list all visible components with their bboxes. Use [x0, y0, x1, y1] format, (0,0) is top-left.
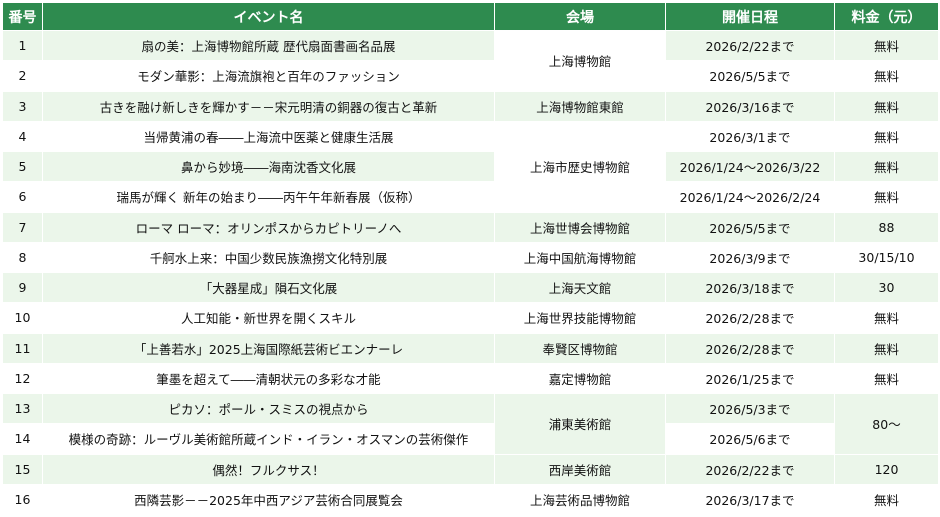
cell-dates: 2026/5/6まで	[665, 423, 835, 455]
cell-event: 模様の奇跡：ルーヴル美術館所蔵インド・イラン・オスマンの芸術傑作	[42, 423, 495, 455]
cell-dates: 2026/5/5まで	[665, 60, 835, 92]
table-row: 13 ピカソ：ポール・スミスの視点から 浦東美術館 2026/5/3まで 80～	[2, 392, 939, 455]
table-row: 10 人工知能・新世界を開くスキル 上海世界技能博物館 2026/2/28まで …	[2, 302, 939, 334]
cell-no: 1	[2, 29, 43, 62]
table-row: 3 古きを融け新しきを輝かす－－宋元明清の銅器の復古と革新 上海博物館東館 20…	[2, 90, 939, 122]
cell-no: 14	[2, 423, 43, 455]
cell-no: 12	[2, 362, 43, 395]
cell-venue: 浦東美術館	[494, 393, 666, 455]
header-event: イベント名	[42, 2, 495, 31]
cell-no: 15	[2, 453, 43, 485]
table-row: 11 「上善若水」2025上海国際紙芸術ビエンナーレ 奉賢区博物館 2026/2…	[2, 332, 939, 364]
table-row: 12 筆墨を超えて――清朝状元の多彩な才能 嘉定博物館 2026/1/25まで …	[2, 362, 939, 395]
cell-venue: 上海中国航海博物館	[494, 241, 666, 274]
cell-dates: 2026/3/1まで	[665, 120, 835, 153]
header-row: 番号 イベント名 会場 開催日程 料金（元）	[2, 2, 939, 31]
cell-fee: 80～	[834, 393, 939, 455]
cell-venue: 西岸美術館	[494, 453, 666, 485]
cell-fee: 無料	[834, 90, 939, 122]
cell-dates: 2026/3/17まで	[665, 483, 835, 516]
cell-event: ローマ ローマ：オリンポスからカピトリーノへ	[42, 211, 495, 243]
cell-event: 「上善若水」2025上海国際紙芸術ビエンナーレ	[42, 332, 495, 364]
table-row: 4 当帰黄浦の春――上海流中医薬と健康生活展 上海市歴史博物館 2026/3/1…	[2, 120, 939, 213]
table-row: 6 瑞馬が輝く 新年の始まり――丙午午年新春展（仮称） 2026/1/24～20…	[2, 181, 939, 213]
cell-dates: 2026/3/16まで	[665, 90, 835, 122]
cell-fee: 無料	[834, 60, 939, 92]
cell-event: 瑞馬が輝く 新年の始まり――丙午午年新春展（仮称）	[42, 181, 495, 213]
cell-fee: 無料	[834, 362, 939, 395]
cell-venue: 上海芸術品博物館	[494, 483, 666, 516]
table-row: 14 模様の奇跡：ルーヴル美術館所蔵インド・イラン・オスマンの芸術傑作 2026…	[2, 423, 939, 455]
cell-event: 人工知能・新世界を開くスキル	[42, 302, 495, 334]
cell-venue: 嘉定博物館	[494, 362, 666, 395]
cell-fee: 無料	[834, 302, 939, 334]
table-row: 8 千舸水上来：中国少数民族漁撈文化特別展 上海中国航海博物館 2026/3/9…	[2, 241, 939, 274]
cell-fee: 無料	[834, 181, 939, 213]
header-dates: 開催日程	[665, 2, 835, 31]
cell-venue: 上海博物館	[494, 30, 666, 92]
cell-event: 古きを融け新しきを輝かす－－宋元明清の銅器の復古と革新	[42, 90, 495, 122]
table-row: 9 「大器星成」隕石文化展 上海天文館 2026/3/18まで 30	[2, 271, 939, 304]
cell-fee: 88	[834, 211, 939, 243]
cell-event: ピカソ：ポール・スミスの視点から	[42, 392, 495, 425]
cell-dates: 2026/5/3まで	[665, 392, 835, 425]
cell-event: 「大器星成」隕石文化展	[42, 271, 495, 304]
cell-event: 偶然！フルクサス！	[42, 453, 495, 485]
cell-fee: 無料	[834, 29, 939, 62]
cell-fee: 無料	[834, 483, 939, 516]
cell-venue: 上海博物館東館	[494, 90, 666, 122]
cell-dates: 2026/1/25まで	[665, 362, 835, 395]
cell-fee: 30/15/10	[834, 241, 939, 274]
cell-no: 3	[2, 90, 43, 122]
cell-fee: 120	[834, 453, 939, 485]
cell-event: 西隣芸影－－2025年中西アジア芸術合同展覧会	[42, 483, 495, 516]
cell-fee: 30	[834, 271, 939, 304]
cell-dates: 2026/2/22まで	[665, 453, 835, 485]
cell-dates: 2026/3/18まで	[665, 271, 835, 304]
table-row: 1 扇の美：上海博物館所蔵 歴代扇面書画名品展 上海博物館 2026/2/22ま…	[2, 29, 939, 92]
header-venue: 会場	[494, 2, 666, 31]
table-row: 7 ローマ ローマ：オリンポスからカピトリーノへ 上海世博会博物館 2026/5…	[2, 211, 939, 243]
cell-fee: 無料	[834, 150, 939, 183]
cell-venue: 上海世界技能博物館	[494, 302, 666, 334]
cell-venue: 上海天文館	[494, 271, 666, 304]
cell-no: 8	[2, 241, 43, 274]
cell-event: 千舸水上来：中国少数民族漁撈文化特別展	[42, 241, 495, 274]
cell-no: 13	[2, 392, 43, 425]
cell-dates: 2026/1/24～2026/3/22	[665, 150, 835, 183]
cell-no: 16	[2, 483, 43, 516]
table-row: 2 モダン華影：上海流旗袍と百年のファッション 2026/5/5まで 無料	[2, 60, 939, 92]
header-fee: 料金（元）	[834, 2, 939, 31]
cell-no: 9	[2, 271, 43, 304]
cell-no: 4	[2, 120, 43, 153]
table-row: 15 偶然！フルクサス！ 西岸美術館 2026/2/22まで 120	[2, 453, 939, 485]
cell-dates: 2026/3/9まで	[665, 241, 835, 274]
cell-dates: 2026/2/22まで	[665, 29, 835, 62]
cell-event: 当帰黄浦の春――上海流中医薬と健康生活展	[42, 120, 495, 153]
cell-venue: 上海世博会博物館	[494, 211, 666, 243]
cell-no: 11	[2, 332, 43, 364]
cell-dates: 2026/2/28まで	[665, 302, 835, 334]
cell-dates: 2026/2/28まで	[665, 332, 835, 364]
cell-no: 2	[2, 60, 43, 92]
cell-event: 鼻から妙境――海南沈香文化展	[42, 150, 495, 183]
cell-no: 10	[2, 302, 43, 334]
cell-event: モダン華影：上海流旗袍と百年のファッション	[42, 60, 495, 92]
cell-fee: 無料	[834, 120, 939, 153]
header-no: 番号	[2, 2, 43, 31]
cell-no: 7	[2, 211, 43, 243]
table-row: 5 鼻から妙境――海南沈香文化展 2026/1/24～2026/3/22 無料	[2, 150, 939, 183]
cell-no: 5	[2, 150, 43, 183]
table-row: 16 西隣芸影－－2025年中西アジア芸術合同展覧会 上海芸術品博物館 2026…	[2, 483, 939, 516]
cell-event: 筆墨を超えて――清朝状元の多彩な才能	[42, 362, 495, 395]
cell-fee: 無料	[834, 332, 939, 364]
cell-venue: 奉賢区博物館	[494, 332, 666, 364]
cell-no: 6	[2, 181, 43, 213]
cell-dates: 2026/1/24～2026/2/24	[665, 181, 835, 213]
cell-event: 扇の美：上海博物館所蔵 歴代扇面書画名品展	[42, 29, 495, 62]
cell-dates: 2026/5/5まで	[665, 211, 835, 243]
cell-venue: 上海市歴史博物館	[494, 120, 666, 213]
